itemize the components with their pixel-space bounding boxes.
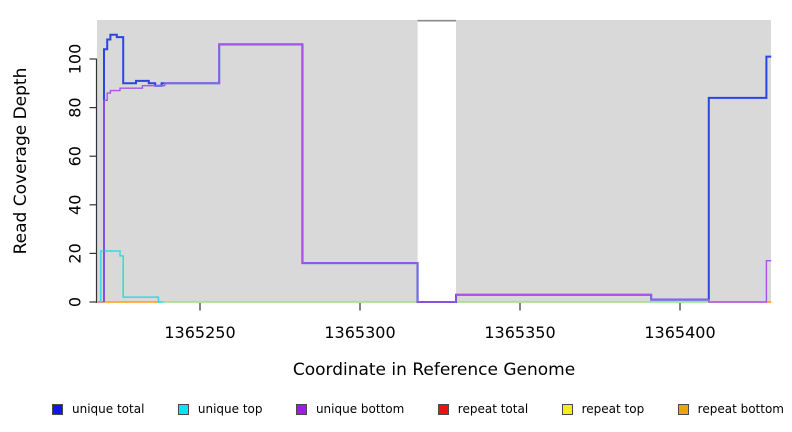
- legend-label: repeat total: [457, 402, 529, 416]
- series-lines: [97, 33, 772, 303]
- y-axis-title: Read Coverage Depth: [11, 68, 31, 255]
- legend-item-unique-top: unique top: [177, 402, 263, 416]
- y-tick-label: 20: [66, 243, 85, 263]
- unique-top-swatch-icon: [177, 403, 189, 415]
- y-tick-label: 100: [66, 44, 85, 75]
- legend-item-unique-total: unique total: [52, 402, 144, 416]
- repeat-total-swatch-icon: [437, 403, 449, 415]
- y-tick-label: 80: [66, 97, 85, 117]
- plot-background: [97, 19, 771, 303]
- repeat-bottom-swatch-icon: [677, 403, 689, 415]
- legend-label: repeat bottom: [697, 402, 784, 416]
- series-line-unique-top: [100, 250, 164, 303]
- y-tick-label: 0: [66, 297, 85, 307]
- x-tick-label: 1365300: [324, 323, 395, 342]
- x-tick-label: 1365400: [644, 323, 715, 342]
- legend-item-repeat-total: repeat total: [437, 402, 529, 416]
- coverage-gap-band: [417, 21, 456, 303]
- unique-bottom-swatch-icon: [295, 403, 307, 415]
- legend-label: unique top: [197, 402, 263, 416]
- x-tick-label: 1365350: [484, 323, 555, 342]
- legend-item-repeat-bottom: repeat bottom: [677, 402, 784, 416]
- unique-total-swatch-icon: [52, 403, 63, 415]
- legend: unique total unique top unique bottom repea…: [52, 398, 784, 420]
- y-tick-label: 60: [66, 146, 85, 166]
- x-tick-label: 1365250: [164, 323, 235, 342]
- repeat-top-swatch-icon: [561, 403, 573, 415]
- axes: 0 20 40 60 80 100 1365250 1365300 1365350 1365400: [66, 44, 716, 342]
- legend-label: repeat top: [581, 402, 645, 416]
- x-axis-title: Coordinate in Reference Genome: [293, 360, 575, 380]
- y-tick-label: 40: [66, 195, 85, 215]
- legend-label: unique bottom: [315, 402, 405, 416]
- legend-label: unique total: [72, 402, 145, 416]
- legend-item-unique-bottom: unique bottom: [295, 402, 405, 416]
- legend-item-repeat-top: repeat top: [561, 402, 645, 416]
- series-line-unique-bottom: [103, 43, 772, 303]
